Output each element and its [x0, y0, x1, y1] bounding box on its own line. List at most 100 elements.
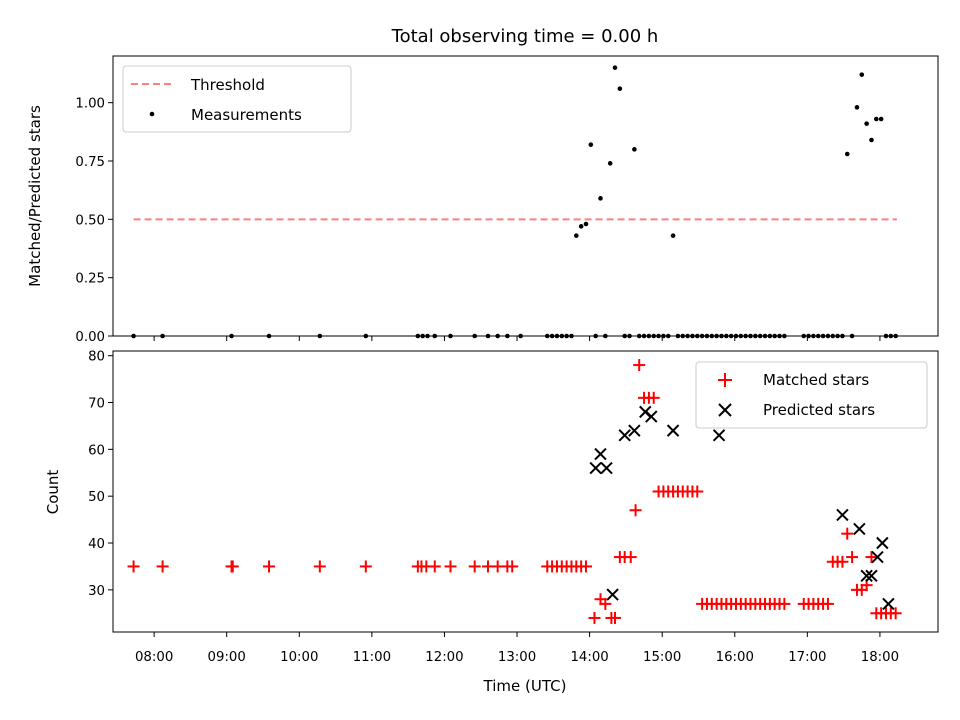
predicted-star-stroke: [853, 522, 866, 536]
top-y-axis-label: Matched/Predicted stars: [26, 105, 44, 287]
bottom-y-tick-label: 60: [88, 443, 105, 458]
predicted-star-stroke: [876, 536, 889, 550]
bottom-y-axis: 30 40 50 60 70 80: [88, 350, 113, 599]
bottom-y-tick-label: 30: [88, 584, 105, 599]
matched-star-point: [865, 551, 878, 564]
matched-star-point: [579, 560, 592, 573]
matched-legend-swatch: [718, 373, 732, 387]
bottom-x-tick-label: 09:00: [208, 650, 246, 665]
matched-star-point: [841, 527, 854, 540]
bottom-plot-frame: [112, 350, 939, 633]
predicted-star-point: [860, 569, 873, 583]
bottom-legend: Matched stars Predicted stars: [695, 361, 928, 429]
matched-star-point: [821, 597, 834, 610]
top-plot-marks: [131, 65, 898, 339]
predicted-star-point: [865, 569, 878, 583]
matched-star-point: [778, 597, 791, 610]
predicted-star-stroke: [836, 508, 849, 522]
predicted-star-point: [606, 588, 619, 601]
top-legend: Threshold Measurements: [122, 65, 352, 133]
predicted-star-point: [666, 424, 680, 437]
bottom-x-axis: 08:00 09:00 10:00 11:00 12:00 13:00 14:00 15:00…: [135, 632, 899, 665]
matched-star-point: [599, 597, 612, 610]
matched-star-point: [428, 560, 441, 573]
matched-star-point: [629, 504, 642, 517]
bottom-y-tick-label: 40: [88, 537, 105, 552]
predicted-star-stroke: [594, 447, 607, 461]
matched-star-point: [633, 359, 646, 372]
predicted-star-point: [882, 597, 895, 611]
threshold-legend-label: Threshold: [190, 76, 265, 94]
top-y-tick-label: 0.25: [75, 272, 105, 287]
counts-subplot: Count Time (UTC) 30 40 50 60 70 80 08:00 09:00…: [44, 350, 939, 695]
bottom-x-tick-label: 17:00: [788, 650, 826, 665]
predicted-star-stroke: [606, 588, 619, 601]
matched-star-point: [691, 485, 704, 498]
bottom-x-tick-label: 10:00: [280, 650, 318, 665]
bottom-plot-marks: [127, 359, 902, 624]
top-y-tick-label: 1.00: [75, 97, 105, 112]
matched-star-point: [889, 607, 902, 620]
bottom-legend-box: [695, 361, 928, 429]
predicted-star-stroke: [589, 461, 602, 475]
measurement-point: [588, 142, 594, 147]
measurement-point: [598, 196, 603, 201]
top-y-tick-label: 0.50: [75, 213, 105, 228]
bottom-x-tick-label: 14:00: [570, 650, 608, 665]
measurement-point: [617, 86, 623, 91]
matched-legend-label: Matched stars: [763, 371, 869, 389]
bottom-x-tick-label: 15:00: [643, 650, 681, 665]
bottom-y-tick-label: 50: [88, 490, 105, 505]
predicted-star-stroke: [860, 569, 873, 583]
measurement-point: [864, 121, 869, 126]
chart-title: Total observing time = 0.00 h: [391, 26, 659, 47]
matched-star-point: [359, 560, 372, 573]
predicted-star-stroke: [618, 429, 631, 442]
top-y-axis: 0.00 0.25 0.50 0.75 1.00: [75, 97, 113, 345]
measurement-point: [854, 105, 860, 110]
predicted-legend-label: Predicted stars: [763, 401, 875, 419]
bottom-x-tick-label: 08:00: [135, 650, 173, 665]
bottom-y-axis-label: Count: [44, 470, 62, 515]
bottom-y-tick-label: 80: [88, 350, 105, 365]
matched-star-point: [588, 611, 601, 624]
matched-star-point: [647, 391, 660, 404]
predicted-legend-swatch: [718, 403, 732, 417]
measurement-point: [869, 137, 874, 143]
ratio-subplot: Total observing time = 0.00 h Matched/Pr…: [26, 26, 939, 345]
bottom-x-tick-label: 13:00: [498, 650, 536, 665]
predicted-star-point: [645, 410, 658, 423]
measurement-point: [578, 224, 584, 229]
top-y-tick-label: 0.75: [75, 155, 105, 170]
predicted-star-point: [594, 447, 607, 461]
top-legend-box: [122, 65, 352, 133]
matched-star-point: [263, 560, 276, 573]
matched-star-point: [444, 560, 457, 573]
predicted-star-point: [600, 461, 613, 475]
predicted-star-point: [836, 508, 849, 522]
top-y-tick-label: 0.00: [75, 330, 105, 345]
predicted-star-stroke: [666, 424, 680, 437]
bottom-x-tick-label: 16:00: [716, 650, 754, 665]
matched-star-point: [313, 560, 326, 573]
measurement-point: [632, 147, 637, 152]
top-x-axis: [153, 336, 881, 341]
predicted-star-point: [853, 522, 866, 536]
top-plot-frame: [112, 55, 939, 337]
predicted-star-stroke: [645, 410, 658, 423]
measurement-point: [874, 116, 879, 122]
bottom-x-tick-label: 18:00: [861, 650, 899, 665]
predicted-star-point: [712, 429, 726, 442]
measurement-point: [670, 233, 676, 238]
matched-star-point: [468, 560, 481, 573]
predicted-star-point: [876, 536, 889, 550]
bottom-x-tick-label: 12:00: [425, 650, 463, 665]
measurement-point: [583, 221, 589, 227]
bottom-x-tick-label: 11:00: [353, 650, 391, 665]
measurement-point: [844, 151, 850, 157]
predicted-star-point: [628, 424, 641, 437]
predicted-star-point: [871, 550, 884, 564]
matched-star-point: [127, 560, 140, 573]
predicted-star-point: [618, 429, 631, 442]
